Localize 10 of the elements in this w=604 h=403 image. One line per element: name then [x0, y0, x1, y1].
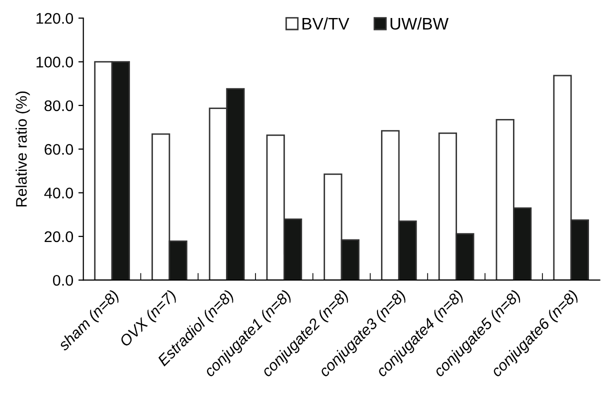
y-tick-label: 40.0: [44, 188, 74, 198]
y-tick-label: 100.0: [36, 56, 74, 68]
y-tick-label: 60.0: [44, 144, 74, 155]
y-tick-label: 80.0: [44, 100, 74, 112]
legend-label: UW/BW: [390, 17, 449, 30]
y-tick-label: 120.0: [36, 13, 74, 24]
y-tick-label: 0.0: [52, 274, 74, 286]
y-axis-title: Relative ratio (%): [16, 91, 30, 206]
y-tick-label: 20.0: [44, 231, 74, 242]
legend-label: BV/TV: [302, 17, 350, 30]
